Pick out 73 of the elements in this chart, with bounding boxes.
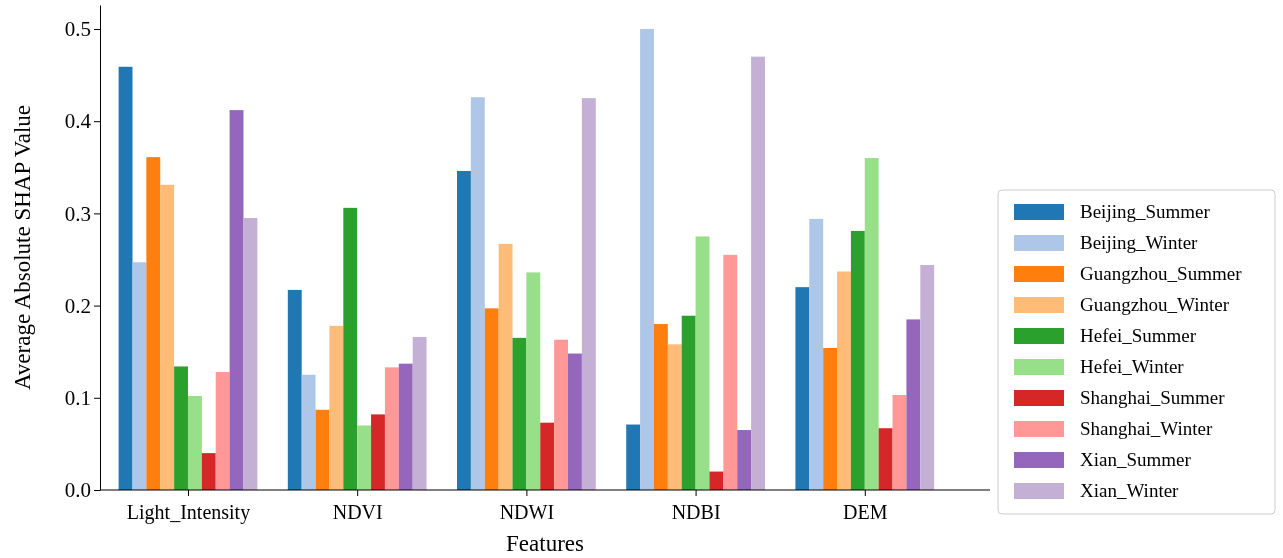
bar <box>737 430 752 490</box>
bar <box>540 422 555 490</box>
bar <box>315 409 330 490</box>
bar <box>187 395 202 490</box>
legend-label: Beijing_Winter <box>1080 232 1199 253</box>
legend-label: Xian_Winter <box>1080 480 1180 501</box>
bar <box>229 110 244 490</box>
bar <box>653 324 668 490</box>
bar <box>343 207 358 490</box>
bar <box>146 157 161 490</box>
bar <box>457 170 471 490</box>
y-tick-label: 0.0 <box>64 478 91 503</box>
bar <box>243 217 258 490</box>
legend-label: Shanghai_Summer <box>1080 387 1226 408</box>
bar <box>384 367 399 490</box>
x-tick-label: NDBI <box>671 501 721 523</box>
bar <box>723 254 738 490</box>
bar <box>398 363 413 490</box>
bar <box>809 218 824 490</box>
y-tick-label: 0.1 <box>64 386 91 411</box>
x-axis-title: Features <box>506 531 585 556</box>
bar <box>287 289 302 490</box>
bar <box>412 336 427 490</box>
bar <box>864 158 879 490</box>
bar <box>823 348 838 490</box>
bar <box>498 243 513 490</box>
legend-label: Hefei_Winter <box>1080 356 1185 377</box>
y-tick-label: 0.2 <box>64 293 91 318</box>
bar <box>568 353 582 490</box>
legend-label: Guangzhou_Summer <box>1080 263 1243 284</box>
legend-label: Shanghai_Winter <box>1080 418 1213 439</box>
y-axis-title: Average Absolute SHAP Value <box>10 104 35 391</box>
y-tick-label: 0.5 <box>64 17 91 42</box>
bar <box>640 28 654 490</box>
bar <box>906 319 921 490</box>
bar <box>892 395 907 490</box>
bar <box>837 271 851 490</box>
bar <box>920 265 935 490</box>
bar <box>160 184 175 490</box>
bar <box>118 66 133 490</box>
legend-label: Xian_Summer <box>1080 449 1192 470</box>
y-tick-label: 0.4 <box>64 109 92 134</box>
bar <box>681 315 696 490</box>
bar <box>470 97 485 490</box>
bar <box>174 366 188 490</box>
x-tick-label: DEM <box>843 501 888 523</box>
bar <box>526 272 541 490</box>
bar <box>581 98 596 490</box>
bar <box>709 471 724 490</box>
bar <box>667 344 682 490</box>
x-tick-label: NDVI <box>332 501 383 523</box>
bar <box>301 374 316 490</box>
bar <box>357 425 372 490</box>
bar <box>512 337 527 490</box>
bar <box>484 308 499 490</box>
bar <box>878 428 893 490</box>
legend-label: Guangzhou_Winter <box>1080 294 1230 315</box>
bar <box>201 453 216 490</box>
bar <box>215 371 230 490</box>
bar <box>371 414 385 490</box>
x-tick-label: Light_Intensity <box>126 501 251 524</box>
bar <box>850 230 865 490</box>
bar <box>132 262 147 490</box>
x-tick-label: NDWI <box>499 501 555 523</box>
bar <box>626 424 641 490</box>
bar <box>554 339 569 490</box>
legend-label: Beijing_Summer <box>1080 201 1211 222</box>
bar <box>695 236 710 490</box>
legend-label: Hefei_Summer <box>1080 325 1197 346</box>
y-tick-label: 0.3 <box>64 201 91 226</box>
bar <box>751 56 765 490</box>
bar <box>795 287 810 490</box>
bar <box>329 325 344 490</box>
